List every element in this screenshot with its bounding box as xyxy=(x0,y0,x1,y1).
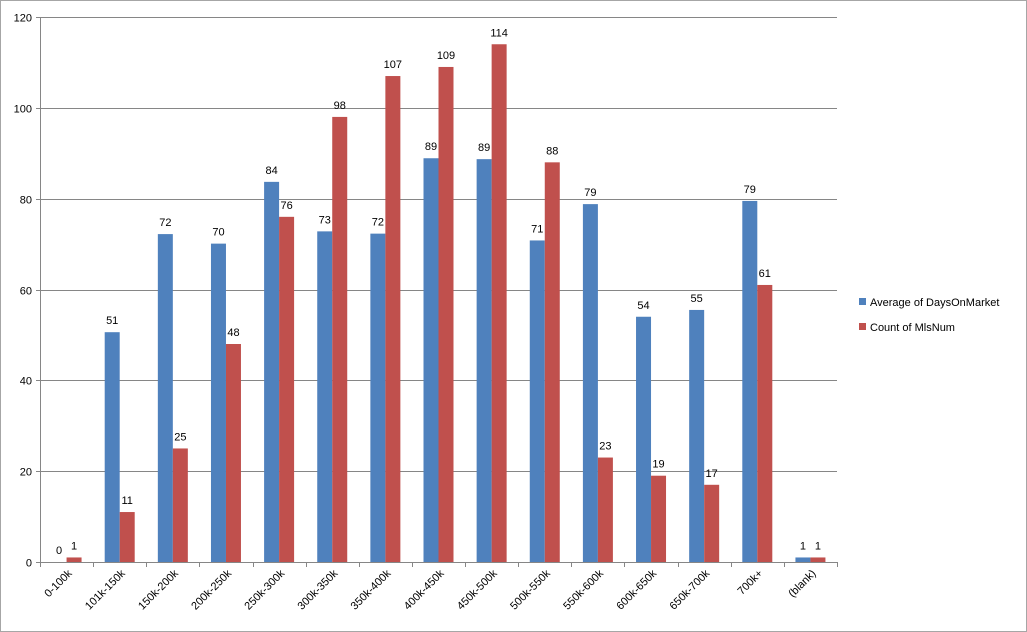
legend-swatch xyxy=(859,323,866,330)
data-label: 76 xyxy=(280,200,292,212)
data-label: 61 xyxy=(759,268,771,280)
bar-avg-days xyxy=(157,234,173,562)
bar-avg-days xyxy=(104,332,120,562)
bar-avg-days xyxy=(210,243,226,563)
bar-avg-days xyxy=(742,200,758,562)
data-label: 84 xyxy=(265,165,277,177)
data-label: 70 xyxy=(212,227,224,239)
x-tick-label: 0-100k xyxy=(42,567,75,600)
bar-count-mls xyxy=(119,512,135,562)
x-tick-label: 500k-550k xyxy=(508,567,553,612)
data-label: 79 xyxy=(584,187,596,199)
bar-count-mls xyxy=(332,116,348,563)
bar-avg-days xyxy=(317,231,333,562)
y-tick-label: 120 xyxy=(14,13,32,25)
bar-count-mls xyxy=(597,457,613,562)
bar-avg-days xyxy=(795,557,811,562)
bar-count-mls xyxy=(279,216,295,563)
data-label: 1 xyxy=(800,540,806,552)
data-label: 72 xyxy=(372,217,384,229)
data-label: 89 xyxy=(478,142,490,154)
bar-count-mls xyxy=(491,44,507,562)
data-label: 17 xyxy=(706,468,718,480)
x-tick-label: 200k-250k xyxy=(189,567,234,612)
bar-avg-days xyxy=(636,316,652,562)
data-label: 89 xyxy=(425,141,437,153)
x-tick-label: 650k-700k xyxy=(667,567,712,612)
legend-swatch xyxy=(859,298,866,305)
bar-avg-days xyxy=(689,309,705,562)
data-label: 73 xyxy=(319,214,331,226)
data-label: 25 xyxy=(174,431,186,443)
data-label: 72 xyxy=(159,217,171,229)
bar-avg-days xyxy=(582,204,598,562)
data-label: 79 xyxy=(744,184,756,196)
legend-label: Average of DaysOnMarket xyxy=(870,297,999,309)
bar-avg-days xyxy=(423,158,439,562)
x-tick-label: 250k-300k xyxy=(242,567,287,612)
bar-count-mls xyxy=(704,484,720,562)
bar-count-mls xyxy=(438,66,454,562)
data-label: 71 xyxy=(531,223,543,235)
y-tick-label: 80 xyxy=(20,195,32,207)
x-tick-label: 101k-150k xyxy=(83,567,128,612)
y-tick-label: 100 xyxy=(14,104,32,116)
y-tick-label: 40 xyxy=(20,376,32,388)
bar-count-mls xyxy=(810,557,826,562)
data-label: 114 xyxy=(490,27,508,39)
x-tick-label: 600k-650k xyxy=(614,567,659,612)
x-tick-label: 400k-450k xyxy=(402,567,447,612)
data-label: 48 xyxy=(227,327,239,339)
bar-count-mls xyxy=(225,344,241,562)
data-label: 109 xyxy=(437,50,455,62)
x-tick-label: 300k-350k xyxy=(296,567,341,612)
x-tick-label: 450k-500k xyxy=(455,567,500,612)
data-label: 19 xyxy=(652,459,664,471)
bar-avg-days xyxy=(476,159,492,562)
data-label: 88 xyxy=(546,145,558,157)
x-tick-label: 150k-200k xyxy=(136,567,181,612)
data-label: 54 xyxy=(637,300,649,312)
data-label: 1 xyxy=(815,540,821,552)
data-label: 1 xyxy=(71,540,77,552)
y-tick-label: 0 xyxy=(26,558,32,570)
bar-avg-days xyxy=(529,240,545,562)
data-label: 23 xyxy=(599,441,611,453)
bar-count-mls xyxy=(172,448,188,562)
bar-count-mls xyxy=(544,162,560,563)
x-tick-label: 550k-600k xyxy=(561,567,606,612)
data-label: 11 xyxy=(121,495,132,507)
bar-avg-days xyxy=(370,233,386,562)
bar-count-mls xyxy=(385,76,401,563)
x-tick-label: (blank) xyxy=(786,568,818,600)
data-label: 98 xyxy=(334,100,346,112)
bar-count-mls xyxy=(651,475,667,562)
y-tick-label: 60 xyxy=(20,286,32,298)
legend-label: Count of MlsNum xyxy=(870,322,955,334)
data-label: 55 xyxy=(691,293,703,305)
data-label: 0 xyxy=(56,545,62,557)
bar-count-mls xyxy=(66,557,82,562)
bar-avg-days xyxy=(264,181,280,563)
y-tick-label: 20 xyxy=(20,467,32,479)
x-tick-label: 350k-400k xyxy=(349,567,394,612)
x-tick-label: 700k+ xyxy=(736,568,766,598)
bar-count-mls xyxy=(757,284,773,562)
data-label: 107 xyxy=(384,59,402,71)
data-label: 51 xyxy=(106,315,118,327)
